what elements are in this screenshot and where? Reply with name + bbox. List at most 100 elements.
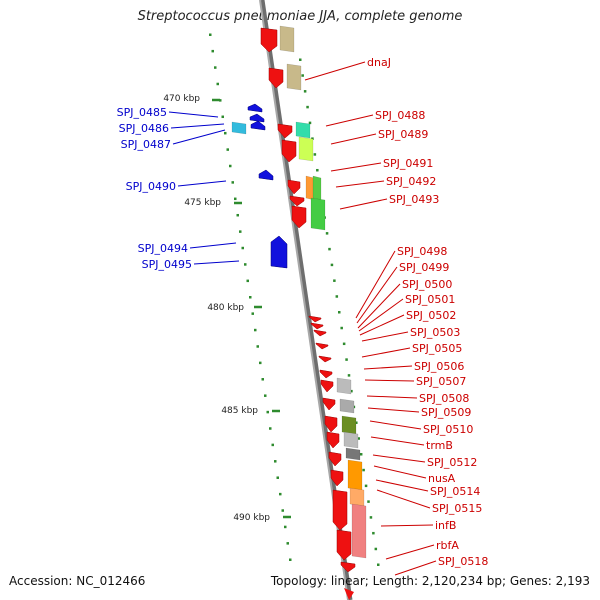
leader-line <box>193 260 240 265</box>
tick-dot-left <box>244 263 247 266</box>
gene-arrow-forward <box>268 67 284 89</box>
tick-dot-left <box>271 443 274 447</box>
tick-dot-left <box>269 427 272 430</box>
tick-dot-left <box>256 345 259 348</box>
tick-dot-left <box>264 394 267 397</box>
leader-line <box>170 123 225 129</box>
cog-box <box>339 398 355 414</box>
gene-label-forward: SPJ_0505 <box>412 342 462 355</box>
scale-label: 480 kbp <box>207 303 244 313</box>
gene-arrow-forward <box>344 588 354 600</box>
gene-label-reverse: SPJ_0487 <box>121 138 171 151</box>
tick-dot-left <box>279 492 282 496</box>
cog-box <box>336 377 352 395</box>
tick-dot-left <box>249 296 252 299</box>
gene-arrow-reverse <box>249 113 265 123</box>
gene-label-forward: SPJ_0489 <box>378 128 428 141</box>
cog-box <box>343 431 359 449</box>
gene-label-forward: SPJ_0515 <box>432 502 482 515</box>
gene-label-forward: SPJ_0518 <box>438 555 488 568</box>
tick-dot-right <box>325 232 329 235</box>
gene-label-forward: trmB <box>426 439 453 452</box>
leader-line <box>375 479 429 492</box>
gene-arrow-forward <box>328 451 342 467</box>
tick-dot-left <box>266 410 269 414</box>
gene-arrow-forward <box>308 315 322 323</box>
tick-dot-left <box>261 378 264 381</box>
leader-line <box>325 114 374 127</box>
gene-arrow-forward <box>277 123 293 139</box>
gene-label-forward: SPJ_0501 <box>405 293 455 306</box>
gene-arrow-forward <box>326 431 340 449</box>
gene-label-forward: SPJ_0503 <box>410 326 460 339</box>
tick-dot-right <box>367 500 370 503</box>
leader-line <box>335 180 385 188</box>
genome-summary: Topology: linear; Length: 2,120,234 bp; … <box>270 574 590 588</box>
gene-arrow-forward <box>315 342 329 350</box>
tick-dot-left <box>231 181 234 184</box>
gene-label-forward: SPJ_0506 <box>414 360 464 373</box>
leader-line <box>357 283 401 329</box>
tick-dot-right <box>330 263 334 267</box>
tick-dot-left <box>289 558 292 561</box>
gene-label-forward: SPJ_0507 <box>416 375 466 388</box>
cog-box <box>351 503 367 559</box>
tick-dot-right <box>301 74 304 77</box>
leader-line <box>359 314 405 336</box>
gene-label-forward: SPJ_0510 <box>423 423 473 436</box>
gene-label-forward: SPJ_0499 <box>399 261 449 274</box>
gene-arrow-forward <box>319 369 333 379</box>
scale-label: 490 kbp <box>233 513 270 523</box>
gene-arrow-forward <box>289 195 305 207</box>
tick-dot-right <box>340 326 343 330</box>
tick-dot-left <box>276 476 279 479</box>
tick-dot-right <box>308 121 312 125</box>
tick-dot-right <box>372 531 375 535</box>
tick-dot-right <box>347 374 351 377</box>
tick-dot-left <box>286 542 289 545</box>
tick-dot-right <box>306 105 309 109</box>
gene-label-forward: SPJ_0514 <box>430 485 480 498</box>
gene-label-reverse: SPJ_0495 <box>142 258 192 271</box>
tick-dot-left <box>224 131 227 135</box>
leader-line <box>394 560 437 576</box>
gene-arrow-forward <box>332 489 348 531</box>
tick-dot-left <box>211 49 214 53</box>
tick-dot-left <box>254 328 257 332</box>
tick-dot-left <box>274 460 277 463</box>
gene-label-forward: SPJ_0512 <box>427 456 477 469</box>
gene-arrow-forward <box>281 139 297 163</box>
tick-dot-left <box>216 82 219 86</box>
gene-arrow-forward <box>320 379 334 393</box>
cog-box <box>231 121 247 135</box>
tick-dot-left <box>239 230 242 233</box>
tick-dot-right <box>335 295 339 298</box>
leader-line <box>376 489 431 509</box>
gene-arrow-reverse <box>258 169 274 181</box>
tick-dot-left <box>209 33 212 36</box>
leader-line <box>366 395 418 399</box>
tick-dot-right <box>338 311 341 314</box>
gene-label-reverse: SPJ_0494 <box>138 242 188 255</box>
cog-box <box>286 63 302 91</box>
tick-dot-right <box>357 437 360 440</box>
gene-label-forward: dnaJ <box>367 56 391 69</box>
tick-dot-left <box>284 525 287 529</box>
tick-dot-left <box>259 361 262 365</box>
tick-dot-right <box>362 468 365 472</box>
gene-label-forward: SPJ_0492 <box>386 175 436 188</box>
tick-dot-left <box>226 148 229 151</box>
tick-dot-right <box>369 516 373 519</box>
tick-dot-right <box>303 90 307 93</box>
tick-dot-right <box>316 168 319 172</box>
gene-arrow-forward <box>322 397 336 411</box>
cog-box <box>310 197 326 231</box>
gene-arrow-forward <box>330 469 344 487</box>
gene-label-forward: nusA <box>428 472 456 485</box>
gene-label-forward: SPJ_0502 <box>406 309 456 322</box>
gene-arrow-reverse <box>270 235 288 269</box>
gene-arrow-forward <box>324 415 338 433</box>
leader-line <box>330 162 382 172</box>
gene-arrow-forward <box>291 205 307 229</box>
accession-text: Accession: NC_012466 <box>9 574 146 588</box>
